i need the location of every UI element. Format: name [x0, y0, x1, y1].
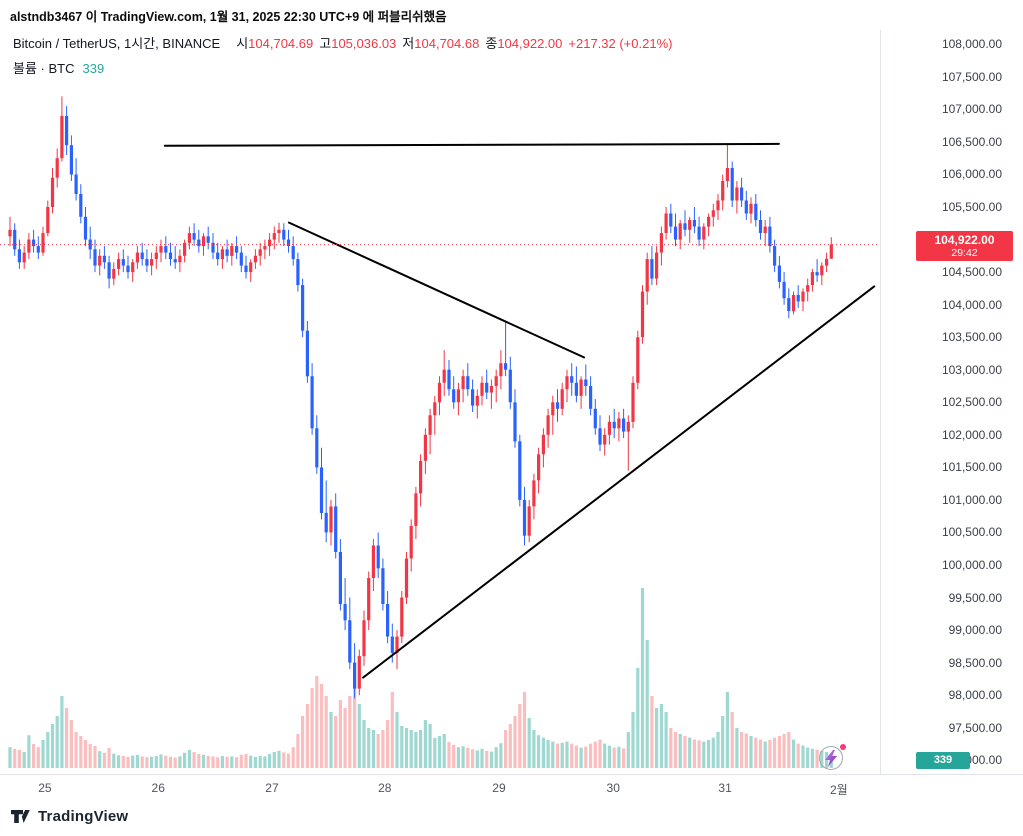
footer: TradingView [10, 806, 128, 827]
candlesticks [8, 96, 833, 699]
price-tick-label: 101,500.00 [941, 460, 1002, 475]
tradingview-logo-icon[interactable] [10, 806, 31, 827]
volume-bars [8, 588, 833, 768]
price-tick-label: 99,500.00 [948, 590, 1002, 605]
reaction-circle [819, 746, 843, 770]
high-label: 고 [319, 36, 332, 51]
price-tick-label: 106,500.00 [941, 134, 1002, 149]
price-tick-label: 102,000.00 [941, 427, 1002, 442]
price-scale[interactable]: 108,000.00 107,500.00 107,000.00 106,500.00… [880, 0, 1023, 774]
current-price: 104,922.00 [934, 233, 995, 247]
time-tick-label: 31 [718, 781, 732, 795]
symbol-legend-row[interactable]: Bitcoin / TetherUS, 1시간, BINANCE 시104,704… [13, 33, 672, 52]
time-tick-label: 2월 [829, 783, 848, 797]
price-tick-label: 108,000.00 [941, 37, 1002, 52]
price-tick-label: 107,500.00 [941, 69, 1002, 84]
price-tick-label: 103,500.00 [941, 330, 1002, 345]
notification-dot [840, 744, 846, 750]
chart-legend: Bitcoin / TetherUS, 1시간, BINANCE 시104,704… [13, 33, 672, 77]
price-tick-label: 100,500.00 [941, 525, 1002, 540]
price-tick-label: 107,000.00 [941, 102, 1002, 117]
price-tick-label: 101,000.00 [941, 492, 1002, 507]
time-axis-border [0, 774, 1023, 775]
volume-value: 339 [82, 61, 105, 76]
publish-info: alstndb3467 이 TradingView.com, 1월 31, 20… [10, 10, 447, 24]
open-label: 시 [236, 36, 249, 51]
close-value: 104,922.00 [497, 36, 563, 51]
price-axis-border [880, 30, 881, 774]
lightning-bolt-icon [825, 750, 837, 767]
time-tick-label: 30 [606, 781, 620, 795]
price-tick-label: 98,000.00 [948, 688, 1002, 703]
time-tick-label: 29 [492, 781, 506, 795]
volume-axis-badge: 339 [916, 752, 970, 769]
time-tick-label: 28 [378, 781, 392, 795]
trendline-descending-line[interactable] [288, 221, 585, 359]
time-tick-label: 26 [151, 781, 165, 795]
current-price-badge: 104,922.00 29:42 [916, 231, 1013, 261]
trendline-horizontal-resistance[interactable] [163, 142, 780, 147]
price-tick-label: 102,500.00 [941, 395, 1002, 410]
close-label: 종 [485, 36, 498, 51]
tradingview-wordmark[interactable]: TradingView [38, 808, 129, 825]
flash-reaction-button[interactable] [818, 744, 846, 772]
price-tick-label: 104,500.00 [941, 265, 1002, 280]
price-tick-label: 103,000.00 [941, 362, 1002, 377]
price-tick-label: 100,000.00 [941, 557, 1002, 572]
bar-countdown: 29:42 [951, 247, 978, 259]
price-tick-label: 106,000.00 [941, 167, 1002, 182]
volume-legend-row[interactable]: 볼륨 · BTC 339 [13, 58, 672, 77]
price-tick-label: 99,000.00 [948, 623, 1002, 638]
high-value: 105,036.03 [331, 36, 397, 51]
change-value: +217.32 (+0.21%) [568, 36, 673, 51]
time-tick-label: 27 [265, 781, 279, 795]
price-tick-label: 98,500.00 [948, 655, 1002, 670]
low-label: 저 [402, 36, 415, 51]
time-scale[interactable]: 25 26 27 28 29 30 31 2월 [0, 775, 1023, 803]
symbol-title[interactable]: Bitcoin / TetherUS, 1시간, BINANCE [13, 36, 221, 51]
trendline-ascending-support[interactable] [362, 285, 876, 679]
price-tick-label: 105,500.00 [941, 200, 1002, 215]
low-value: 104,704.68 [414, 36, 480, 51]
open-value: 104,704.69 [248, 36, 314, 51]
price-tick-label: 97,500.00 [948, 720, 1002, 735]
volume-label: 볼륨 · BTC [13, 61, 75, 76]
price-tick-label: 104,000.00 [941, 297, 1002, 312]
time-tick-label: 25 [38, 781, 52, 795]
